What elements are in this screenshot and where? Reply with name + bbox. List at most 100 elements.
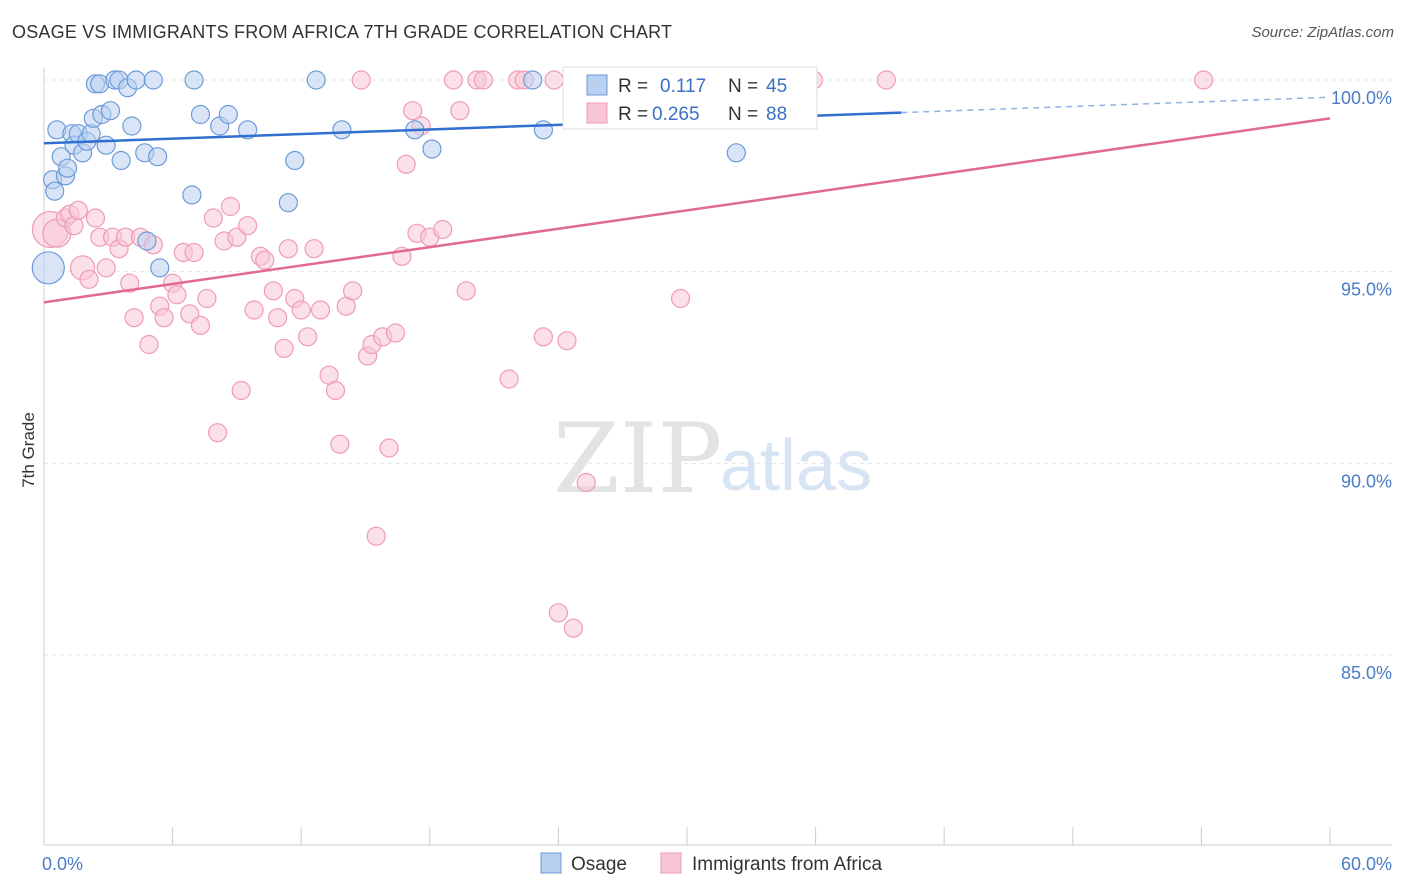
osage-point xyxy=(190,104,211,125)
africa-point xyxy=(563,618,584,638)
africa-point xyxy=(139,334,159,355)
africa-point xyxy=(79,269,99,289)
x-tick-label: 0.0% xyxy=(42,854,83,874)
africa-point xyxy=(124,308,144,328)
africa-point xyxy=(190,315,211,335)
osage-point xyxy=(306,70,326,90)
legend-r-value-osage: 0.117 xyxy=(660,76,706,97)
osage-point xyxy=(726,143,746,163)
correlation-legend: R = 0.117 N = 45 R = 0.265 N = 88 xyxy=(562,66,818,130)
series-label-osage: Osage xyxy=(571,854,627,875)
africa-point xyxy=(231,380,251,401)
osage-point xyxy=(96,135,116,155)
legend-r-label-africa: R = xyxy=(618,104,648,125)
legend-n-value-osage: 45 xyxy=(766,76,787,97)
y-axis-label: 7th Grade xyxy=(19,412,38,488)
africa-point xyxy=(557,331,577,351)
osage-point xyxy=(126,70,146,90)
africa-point xyxy=(310,300,331,320)
africa-point xyxy=(343,281,363,301)
legend-r-label-osage: R = xyxy=(618,76,648,97)
africa-point xyxy=(473,70,493,90)
osage-point xyxy=(147,147,168,167)
osage-point xyxy=(57,158,78,178)
legend-swatch-osage xyxy=(586,74,608,96)
africa-point xyxy=(533,327,553,347)
legend-swatch-africa xyxy=(586,102,608,124)
africa-point xyxy=(576,472,596,493)
africa-point xyxy=(433,219,453,240)
legend-r-value-africa: 0.265 xyxy=(652,104,700,125)
africa-point xyxy=(85,208,106,228)
y-tick-label: 90.0% xyxy=(1341,471,1392,491)
series-swatch-africa xyxy=(660,852,682,874)
africa-point xyxy=(68,200,88,220)
africa-point xyxy=(450,101,470,121)
osage-point xyxy=(143,70,163,90)
africa-point xyxy=(255,250,275,270)
osage-point xyxy=(122,116,142,136)
osage-point xyxy=(278,193,298,213)
osage-point xyxy=(523,70,543,90)
africa-point xyxy=(244,300,264,320)
africa-point xyxy=(876,70,896,90)
osage-point xyxy=(100,101,121,121)
africa-point xyxy=(304,239,324,259)
osage-point xyxy=(182,185,202,205)
africa-point xyxy=(238,216,258,236)
africa-point xyxy=(366,526,386,546)
africa-point xyxy=(544,70,564,90)
africa-point xyxy=(548,603,569,623)
axes xyxy=(43,68,1392,846)
africa-point xyxy=(274,338,294,358)
africa-point xyxy=(203,208,223,228)
y-tick-label: 85.0% xyxy=(1341,663,1392,683)
africa-point xyxy=(167,285,187,305)
osage-point xyxy=(533,120,553,140)
watermark: ZIP atlas xyxy=(553,403,872,515)
y-tick-label: 95.0% xyxy=(1341,280,1392,300)
africa-point xyxy=(396,154,416,174)
series-legend: Osage Immigrants from Africa xyxy=(540,852,882,875)
africa-point xyxy=(499,369,519,389)
africa-point xyxy=(220,196,241,217)
africa-point xyxy=(379,438,399,458)
gridlines xyxy=(44,79,1392,656)
watermark-atlas: atlas xyxy=(720,426,872,506)
osage-point xyxy=(45,181,65,201)
x-tick-label: 60.0% xyxy=(1341,854,1392,874)
africa-point xyxy=(278,239,298,259)
africa-point xyxy=(325,380,346,401)
africa-point xyxy=(96,258,116,278)
watermark-zip: ZIP xyxy=(553,403,722,515)
legend-n-label-africa: N = xyxy=(728,104,758,125)
y-tick-label: 100.0% xyxy=(1331,88,1392,108)
osage-point xyxy=(332,120,352,140)
osage-point xyxy=(111,150,131,171)
africa-point xyxy=(184,242,204,263)
africa-point xyxy=(351,70,371,90)
osage-point xyxy=(31,251,65,285)
series-swatch-osage xyxy=(540,852,562,874)
africa-point xyxy=(263,281,283,301)
legend-n-label-osage: N = xyxy=(728,76,758,97)
africa-point xyxy=(197,288,217,309)
africa-point xyxy=(385,323,406,343)
africa-point xyxy=(456,281,476,301)
osage-point xyxy=(218,104,238,125)
africa-point xyxy=(1193,70,1214,90)
africa-point xyxy=(670,288,691,309)
osage-point xyxy=(184,70,204,90)
africa-trend-line xyxy=(43,117,1331,304)
osage-point xyxy=(285,150,305,171)
africa-point xyxy=(443,70,463,90)
osage-point xyxy=(137,231,157,251)
source-label: Source: ZipAtlas.com xyxy=(1251,24,1394,41)
africa-point xyxy=(330,434,350,454)
africa-point xyxy=(154,308,174,328)
osage-point xyxy=(150,258,170,278)
series-label-africa: Immigrants from Africa xyxy=(692,854,882,875)
data-points xyxy=(31,70,1214,638)
legend-n-value-africa: 88 xyxy=(766,104,787,125)
